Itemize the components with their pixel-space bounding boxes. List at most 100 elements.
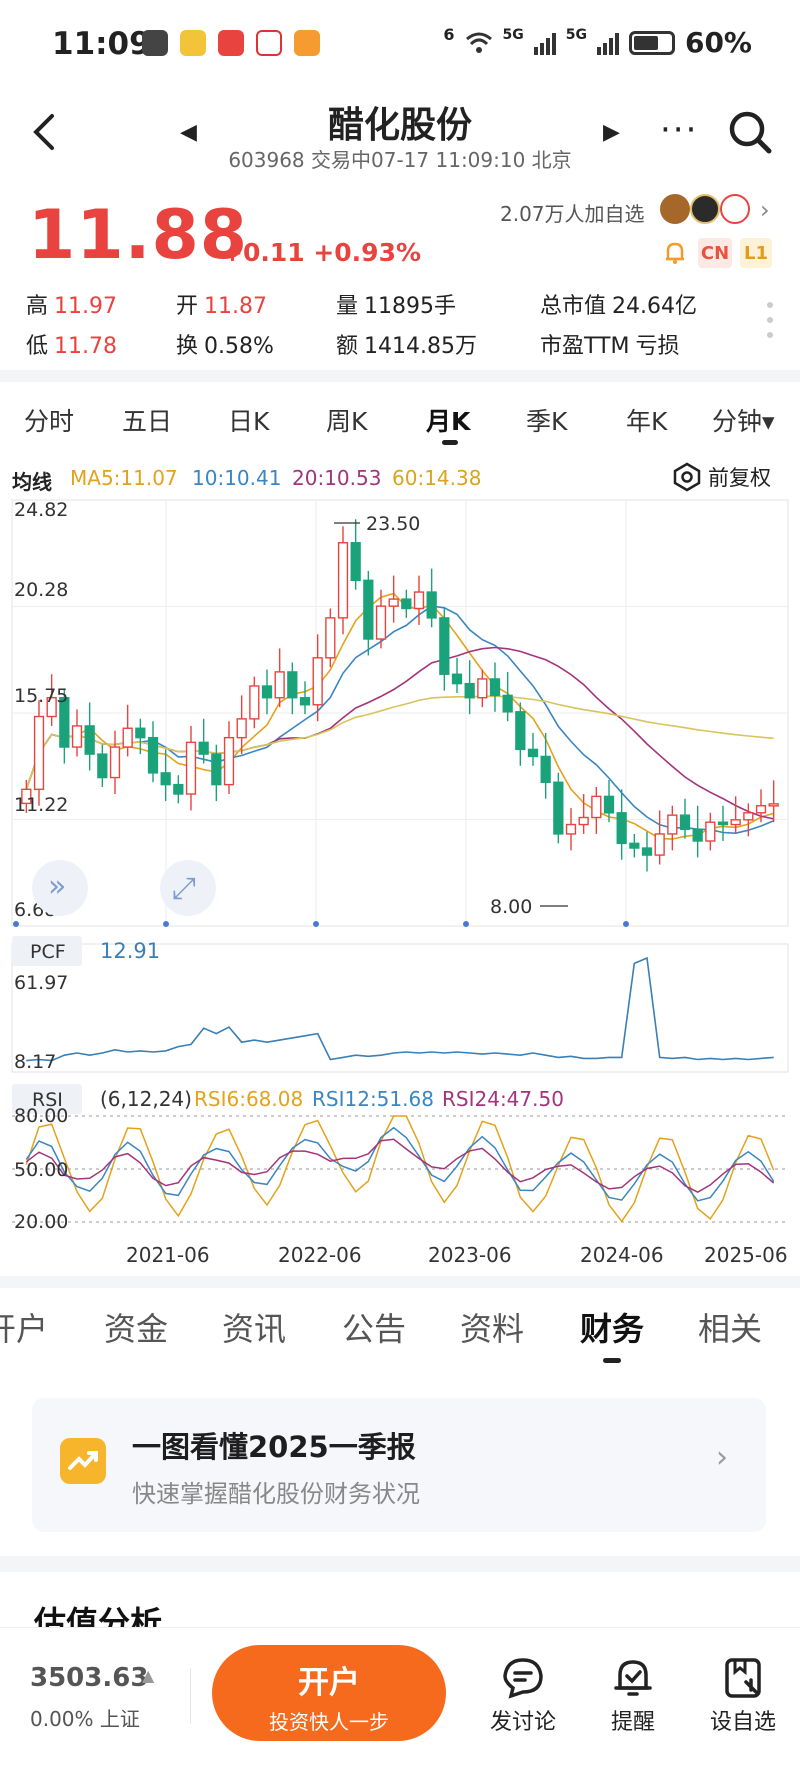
tab-quarterly-k[interactable]: 季K bbox=[526, 407, 568, 436]
index-value[interactable]: 3503.63 bbox=[30, 1663, 149, 1693]
min-price-label: 8.00 bbox=[490, 896, 532, 918]
stock-code-status: 603968 交易中07-17 11:09:10 北京 bbox=[228, 148, 572, 172]
candle-down bbox=[287, 671, 298, 699]
candle-up bbox=[591, 795, 602, 819]
ma60-line bbox=[25, 695, 774, 790]
watchlist-add-icon bbox=[725, 1658, 761, 1698]
event-dot bbox=[463, 921, 469, 927]
tab-intraday[interactable]: 分时 bbox=[24, 407, 75, 436]
candle-up bbox=[705, 821, 716, 842]
tab-monthly-k[interactable]: 月K bbox=[426, 407, 471, 436]
chevron-right-icon: › bbox=[716, 1440, 728, 1475]
candle-up bbox=[565, 823, 577, 835]
candle-up bbox=[388, 598, 399, 607]
tab-funds[interactable]: 资金 bbox=[104, 1310, 169, 1348]
next-stock-icon[interactable]: ▶ bbox=[603, 120, 620, 145]
double-chevron-icon: » bbox=[48, 869, 66, 904]
avatar bbox=[720, 194, 750, 224]
search-icon[interactable] bbox=[726, 108, 774, 156]
tab-weekly-k[interactable]: 周K bbox=[326, 407, 368, 436]
tab-yearly-k[interactable]: 年K bbox=[626, 407, 668, 436]
max-price-label: 23.50 bbox=[366, 513, 420, 535]
adjustment-toggle[interactable]: 前复权 bbox=[672, 462, 771, 492]
candle-down bbox=[692, 828, 703, 842]
more-options-icon[interactable]: ··· bbox=[660, 110, 699, 150]
adjustment-label: 前复权 bbox=[708, 466, 771, 490]
candle-up bbox=[667, 814, 678, 835]
tab-financials[interactable]: 财务 bbox=[580, 1310, 645, 1348]
app-notification-icon bbox=[218, 30, 244, 56]
divider bbox=[0, 1556, 800, 1572]
stat-low: 低 11.78 bbox=[26, 334, 117, 359]
ma10-value: 10:10.41 bbox=[192, 466, 282, 490]
followers-count[interactable]: 2.07万人加自选 bbox=[500, 202, 645, 226]
tab-minute[interactable]: 分钟▾ bbox=[712, 407, 775, 436]
rsi-label: RSI bbox=[32, 1089, 63, 1111]
bell-icon[interactable] bbox=[660, 238, 690, 268]
info-tabs: 开户 资金 资讯 公告 资料 财务 相关 bbox=[0, 1290, 800, 1363]
ma-label[interactable]: 均线 bbox=[12, 470, 52, 494]
discuss-label: 发讨论 bbox=[489, 1710, 556, 1735]
wifi-signal-icon bbox=[465, 32, 492, 53]
tab-news[interactable]: 资讯 bbox=[222, 1310, 287, 1348]
candle-up bbox=[46, 697, 57, 718]
event-dot bbox=[313, 921, 319, 927]
candle-up bbox=[654, 833, 665, 856]
candle-down bbox=[59, 697, 70, 748]
candle-up bbox=[413, 591, 425, 610]
tab-open-account[interactable]: 开户 bbox=[0, 1310, 49, 1348]
bell-check-icon bbox=[614, 1660, 652, 1696]
candle-down bbox=[350, 542, 361, 582]
discuss-button[interactable]: 发讨论 bbox=[478, 1656, 568, 1736]
x-tick-label: 2023-06 bbox=[428, 1243, 512, 1267]
wallet-icon bbox=[294, 30, 320, 56]
candle-up bbox=[768, 803, 779, 807]
candle-down bbox=[299, 697, 311, 706]
rsi-y-tick: 80.00 bbox=[14, 1105, 68, 1127]
index-change[interactable]: 0.00% 上证 bbox=[30, 1707, 140, 1731]
remind-button[interactable]: 提醒 bbox=[588, 1656, 678, 1736]
quarterly-report-card[interactable]: 一图看懂2025一季报 快速掌握醋化股份财务状况 › bbox=[32, 1398, 766, 1532]
previous-stock-icon[interactable]: ◀ bbox=[180, 120, 197, 145]
rsi6-value: RSI6:68.08 bbox=[194, 1087, 303, 1111]
hexagon-settings-icon bbox=[673, 462, 701, 492]
stat-market-cap: 总市值 24.64亿 bbox=[540, 294, 697, 319]
x-tick-label: 2022-06 bbox=[278, 1243, 362, 1267]
l1-badge[interactable]: L1 bbox=[740, 238, 772, 268]
chat-bubble-icon bbox=[503, 1658, 543, 1699]
back-arrow-icon[interactable] bbox=[30, 112, 60, 152]
tab-announcements[interactable]: 公告 bbox=[342, 1310, 407, 1348]
add-watchlist-button[interactable]: 设自选 bbox=[698, 1656, 788, 1736]
candle-up bbox=[312, 657, 323, 706]
x-tick-label: 2024-06 bbox=[580, 1243, 664, 1267]
candle-down bbox=[451, 673, 463, 685]
fullscreen-icon: ⤢ bbox=[172, 871, 196, 906]
candle-up bbox=[249, 685, 260, 720]
candle-up bbox=[755, 805, 767, 814]
rsi-y-tick: 50.00 bbox=[14, 1159, 68, 1181]
tab-five-day[interactable]: 五日 bbox=[122, 407, 173, 436]
tab-daily-k[interactable]: 日K bbox=[228, 407, 270, 436]
candle-up bbox=[223, 736, 235, 786]
ma5-line bbox=[25, 592, 774, 840]
candle-up bbox=[730, 819, 741, 826]
x-tick-label: 2021-06 bbox=[126, 1243, 210, 1267]
ma5-value: MA5:11.07 bbox=[70, 466, 178, 490]
event-dot bbox=[623, 921, 629, 927]
open-account-button[interactable]: 开户 投资快人一步 bbox=[212, 1645, 446, 1741]
tab-related[interactable]: 相关 bbox=[698, 1310, 763, 1348]
cn-badge[interactable]: CN bbox=[698, 238, 732, 268]
expand-sidebar-button bbox=[32, 860, 88, 916]
weibo-icon bbox=[180, 30, 206, 56]
tab-profile[interactable]: 资料 bbox=[460, 1310, 525, 1348]
signal-5g-label: 5G bbox=[502, 26, 524, 43]
battery-icon bbox=[628, 30, 675, 55]
candle-up bbox=[33, 715, 45, 791]
more-stats-icon[interactable] bbox=[767, 302, 773, 338]
chevron-right-icon[interactable]: › bbox=[760, 196, 770, 224]
stat-pe-ttm: 市盈TTM 亏损 bbox=[540, 334, 680, 359]
wifi-icon: 6 bbox=[443, 25, 455, 44]
pcf-line bbox=[26, 956, 774, 1062]
candle-down bbox=[211, 753, 222, 786]
